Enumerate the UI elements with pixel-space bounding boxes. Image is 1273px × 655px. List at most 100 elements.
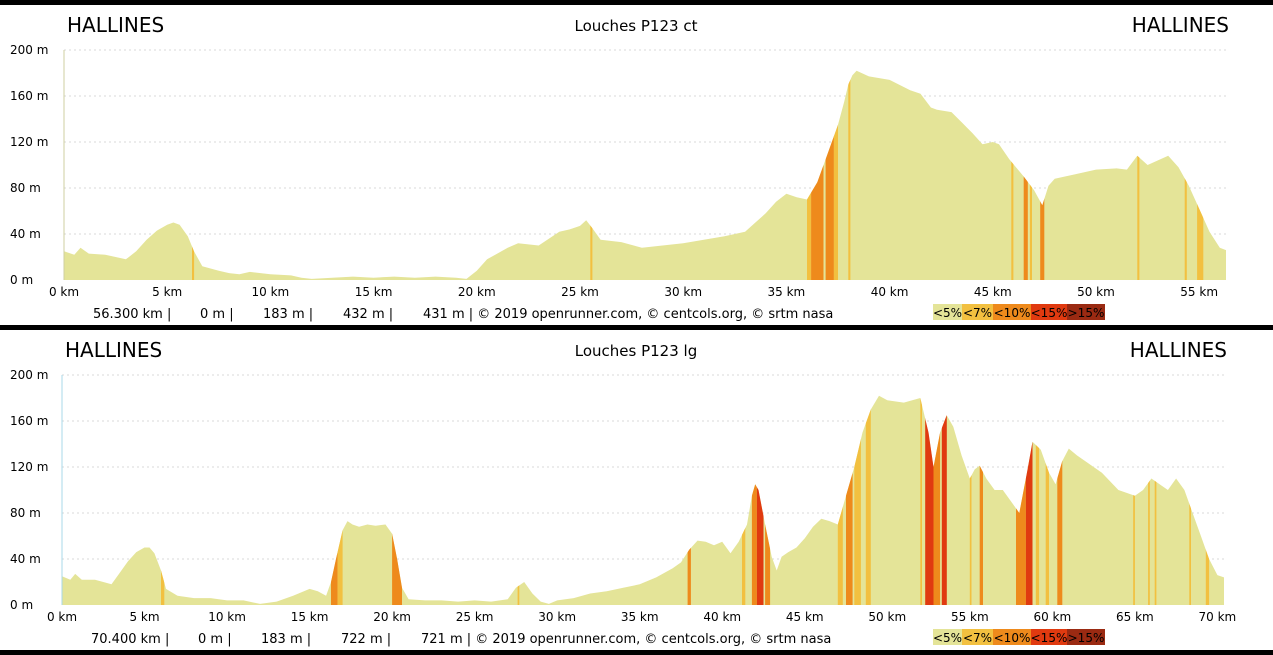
grade-segment (1016, 395, 1026, 605)
legend-swatch (1031, 304, 1067, 320)
stats-item: 0 m | (198, 632, 232, 647)
grade-segment (590, 70, 593, 280)
legend-label: <5% (933, 306, 962, 320)
elevation-chart-lg: HALLINES Louches P123 lg HALLINES 0 m 40 m 80… (10, 338, 1237, 647)
x-tick-label: 25 km (456, 610, 494, 624)
legend-label: >15% (1068, 306, 1105, 320)
grade-segment (1154, 395, 1157, 605)
legend-swatch (933, 629, 962, 645)
legend-label: <10% (994, 631, 1031, 645)
start-location-label: HALLINES (67, 13, 164, 37)
x-tick-label: 55 km (1180, 285, 1218, 299)
x-tick-label: 50 km (868, 610, 906, 624)
grade-segment (848, 70, 851, 280)
chart-title: Louches P123 lg (575, 342, 697, 360)
legend-swatch (933, 304, 962, 320)
y-tick-label: 160 m (10, 414, 48, 428)
x-tick-label: 25 km (561, 285, 599, 299)
legend-swatch (993, 304, 1031, 320)
grade-segment (1011, 70, 1014, 280)
x-tick-label: 15 km (291, 610, 329, 624)
legend-swatch (1031, 629, 1067, 645)
grade-segment (979, 395, 983, 605)
grade-segment (854, 395, 861, 605)
stats-item: 431 m | © 2019 openrunner.com, © centcol… (423, 307, 833, 322)
end-location-label: HALLINES (1132, 13, 1229, 37)
y-tick-label: 160 m (10, 89, 48, 103)
grade-segment (751, 395, 757, 605)
x-tick-label: 50 km (1077, 285, 1115, 299)
stats-item: 56.300 km | (93, 307, 171, 322)
x-tick-label: 5 km (152, 285, 182, 299)
grade-segment (161, 395, 165, 605)
grade-segment (331, 395, 338, 605)
x-tick-label: 60 km (1033, 610, 1071, 624)
x-tick-label: 55 km (951, 610, 989, 624)
y-tick-label: 0 m (10, 598, 33, 612)
grade-segment (765, 395, 771, 605)
grade-segment (742, 395, 746, 605)
y-tick-label: 40 m (10, 552, 41, 566)
grade-segment (687, 395, 691, 605)
end-location-label: HALLINES (1130, 338, 1227, 362)
y-tick-label: 120 m (10, 135, 48, 149)
y-tick-label: 80 m (10, 181, 41, 195)
elevation-chart-ct: HALLINES Louches P123 ct HALLINES 0 m 40 m 80… (10, 13, 1229, 322)
grade-segment (1205, 395, 1210, 605)
grade-segment (1133, 395, 1135, 605)
x-tick-label: 30 km (538, 610, 576, 624)
x-tick-label: 30 km (664, 285, 702, 299)
grade-segment (941, 395, 947, 605)
grade-segment (969, 395, 972, 605)
grade-segment (1045, 395, 1049, 605)
legend-label: <7% (963, 306, 992, 320)
grade-segment (1023, 70, 1028, 280)
y-tick-label: 0 m (10, 273, 33, 287)
y-tick-label: 80 m (10, 506, 41, 520)
grade-segment (1137, 70, 1140, 280)
stats-item: 183 m | (261, 632, 311, 647)
x-tick-label: 10 km (252, 285, 290, 299)
x-tick-label: 0 km (47, 610, 77, 624)
x-tick-label: 65 km (1116, 610, 1154, 624)
stats-item: 721 m | © 2019 openrunner.com, © centcol… (421, 632, 831, 647)
y-tick-label: 120 m (10, 460, 48, 474)
grade-segment (933, 395, 941, 605)
legend-label: <7% (963, 631, 992, 645)
stats-item: 183 m | (263, 307, 313, 322)
grade-segment (846, 395, 853, 605)
x-tick-label: 70 km (1199, 610, 1237, 624)
grade-segment (1029, 70, 1032, 280)
x-tick-label: 45 km (786, 610, 824, 624)
legend-label: <5% (933, 631, 962, 645)
y-tick-label: 200 m (10, 368, 48, 382)
grade-segment (825, 70, 834, 280)
legend-swatch (1067, 304, 1105, 320)
x-tick-label: 5 km (129, 610, 159, 624)
grade-segment (865, 395, 871, 605)
legend-swatch (1067, 629, 1105, 645)
grade-segment (1148, 395, 1150, 605)
grade-segment (392, 395, 402, 605)
stats-item: 722 m | (341, 632, 391, 647)
grade-segment (517, 395, 520, 605)
grade-segment (920, 395, 922, 605)
x-tick-label: 20 km (458, 285, 496, 299)
grade-segment (337, 395, 343, 605)
stats-item: 0 m | (200, 307, 234, 322)
x-tick-label: 20 km (373, 610, 411, 624)
grade-segment (1057, 395, 1063, 605)
grade-segment (756, 395, 764, 605)
stats-item: 70.400 km | (91, 632, 169, 647)
legend-swatch (993, 629, 1031, 645)
legend-swatch (962, 629, 993, 645)
x-tick-label: 15 km (355, 285, 393, 299)
legend-label: <15% (1031, 631, 1068, 645)
legend-swatch (962, 304, 993, 320)
grade-segment (1040, 70, 1045, 280)
legend-label: >15% (1068, 631, 1105, 645)
grade-segment (1189, 395, 1191, 605)
x-tick-label: 35 km (621, 610, 659, 624)
grade-segment (837, 395, 843, 605)
y-tick-label: 40 m (10, 227, 41, 241)
